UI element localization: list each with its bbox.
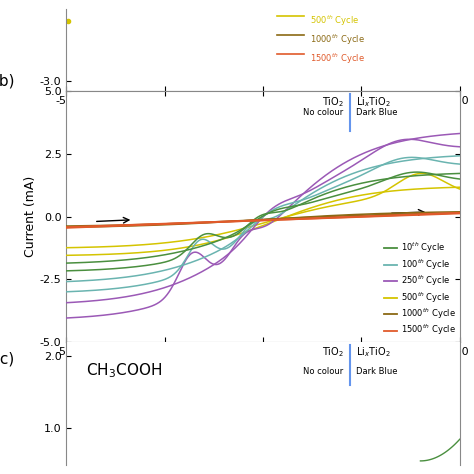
Text: Dark Blue: Dark Blue	[356, 367, 397, 376]
Text: 1500$^{th}$ Cycle: 1500$^{th}$ Cycle	[310, 51, 365, 66]
Text: TiO$_2$: TiO$_2$	[322, 345, 344, 359]
Text: No colour: No colour	[303, 367, 344, 376]
Legend: 10$^{th}$ Cycle, 100$^{th}$ Cycle, 250$^{th}$ Cycle, 500$^{th}$ Cycle, 1000$^{th: 10$^{th}$ Cycle, 100$^{th}$ Cycle, 250$^…	[384, 241, 456, 337]
Y-axis label: Current (mA): Current (mA)	[24, 176, 37, 257]
Text: Li$_x$TiO$_2$: Li$_x$TiO$_2$	[356, 95, 390, 109]
Text: TiO$_2$: TiO$_2$	[322, 95, 344, 109]
Text: 1000$^{th}$ Cycle: 1000$^{th}$ Cycle	[310, 32, 365, 47]
Text: No colour: No colour	[303, 108, 344, 117]
Text: (b): (b)	[0, 74, 15, 89]
X-axis label: Potential (V): Potential (V)	[225, 109, 301, 122]
Text: Li$_x$TiO$_2$: Li$_x$TiO$_2$	[356, 345, 390, 359]
Text: (c): (c)	[0, 352, 15, 366]
Text: Dark Blue: Dark Blue	[356, 108, 397, 117]
X-axis label: Potential (V): Potential (V)	[225, 359, 301, 372]
Text: 500$^{th}$ Cycle: 500$^{th}$ Cycle	[310, 14, 360, 28]
Text: CH$_3$COOH: CH$_3$COOH	[86, 361, 162, 380]
